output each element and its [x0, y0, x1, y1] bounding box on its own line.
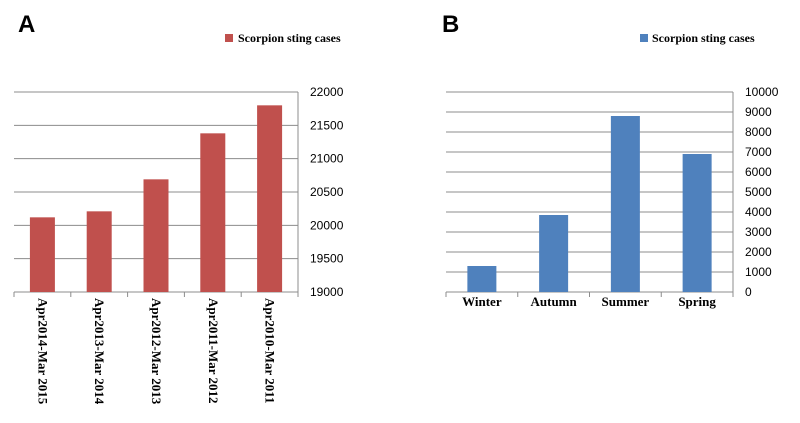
panel-b-chart: B Scorpion sting cases 0 1000 2000 3000 4000…: [442, 11, 779, 309]
y-tick-label: 21000: [310, 152, 344, 166]
panel-b-legend-swatch: [640, 34, 648, 42]
panel-a-bars: [29, 105, 283, 292]
y-tick-label: 8000: [745, 125, 772, 139]
y-tick-label: 19500: [310, 252, 344, 266]
x-tick-label: Autumn: [531, 294, 578, 309]
y-tick-label: 1000: [745, 265, 772, 279]
bar: [29, 217, 55, 292]
panel-b-gridlines: [445, 91, 734, 297]
y-tick-label: 0: [745, 285, 752, 299]
y-tick-label: 5000: [745, 185, 772, 199]
panel-b-x-tick-labels: Winter Autumn Summer Spring: [462, 294, 716, 309]
x-tick-label: Apr2013-Mar 2014: [92, 298, 107, 405]
y-tick-label: 20000: [310, 218, 344, 232]
x-tick-label: Summer: [602, 294, 650, 309]
bar: [257, 105, 283, 292]
panel-b-letter: B: [442, 11, 459, 38]
panel-a-y-tick-labels: 19000 19500 20000 20500 21000 21500 22000: [310, 85, 344, 299]
panel-a-gridlines: [13, 91, 299, 297]
bar: [539, 215, 569, 292]
panel-b-legend-label: Scorpion sting cases: [652, 31, 755, 45]
y-tick-label: 21500: [310, 118, 344, 132]
bar: [682, 154, 712, 292]
y-tick-label: 4000: [745, 205, 772, 219]
y-tick-label: 20500: [310, 185, 344, 199]
x-tick-label: Apr2010-Mar 2011: [263, 298, 278, 404]
bar: [86, 211, 112, 292]
y-tick-label: 7000: [745, 145, 772, 159]
panel-a-legend-label: Scorpion sting cases: [238, 31, 341, 45]
bar: [200, 133, 226, 292]
bar: [467, 266, 497, 292]
y-tick-label: 3000: [745, 225, 772, 239]
x-tick-label: Apr2012-Mar 2013: [149, 298, 164, 405]
panel-a-letter: A: [18, 11, 35, 38]
panel-b-bars: [467, 116, 712, 292]
bar: [610, 116, 640, 292]
panel-a-chart: A Scorpion sting cases 19000 19500 20000 20…: [13, 11, 344, 405]
x-tick-label: Winter: [462, 294, 502, 309]
x-tick-label: Spring: [678, 294, 716, 309]
panel-b-y-tick-labels: 0 1000 2000 3000 4000 5000 6000 7000 8000 9000 100…: [745, 85, 779, 299]
y-tick-label: 6000: [745, 165, 772, 179]
x-tick-label: Apr2011-Mar 2012: [206, 298, 221, 404]
y-tick-label: 10000: [745, 85, 779, 99]
y-tick-label: 22000: [310, 85, 344, 99]
panel-a-legend-swatch: [225, 34, 233, 42]
y-tick-label: 19000: [310, 285, 344, 299]
panel-a-x-tick-labels: Apr2014-Mar 2015 Apr2013-Mar 2014 Apr2012-…: [35, 298, 277, 405]
y-tick-label: 9000: [745, 105, 772, 119]
y-tick-label: 2000: [745, 245, 772, 259]
x-tick-label: Apr2014-Mar 2015: [35, 298, 50, 405]
bar: [143, 179, 169, 292]
